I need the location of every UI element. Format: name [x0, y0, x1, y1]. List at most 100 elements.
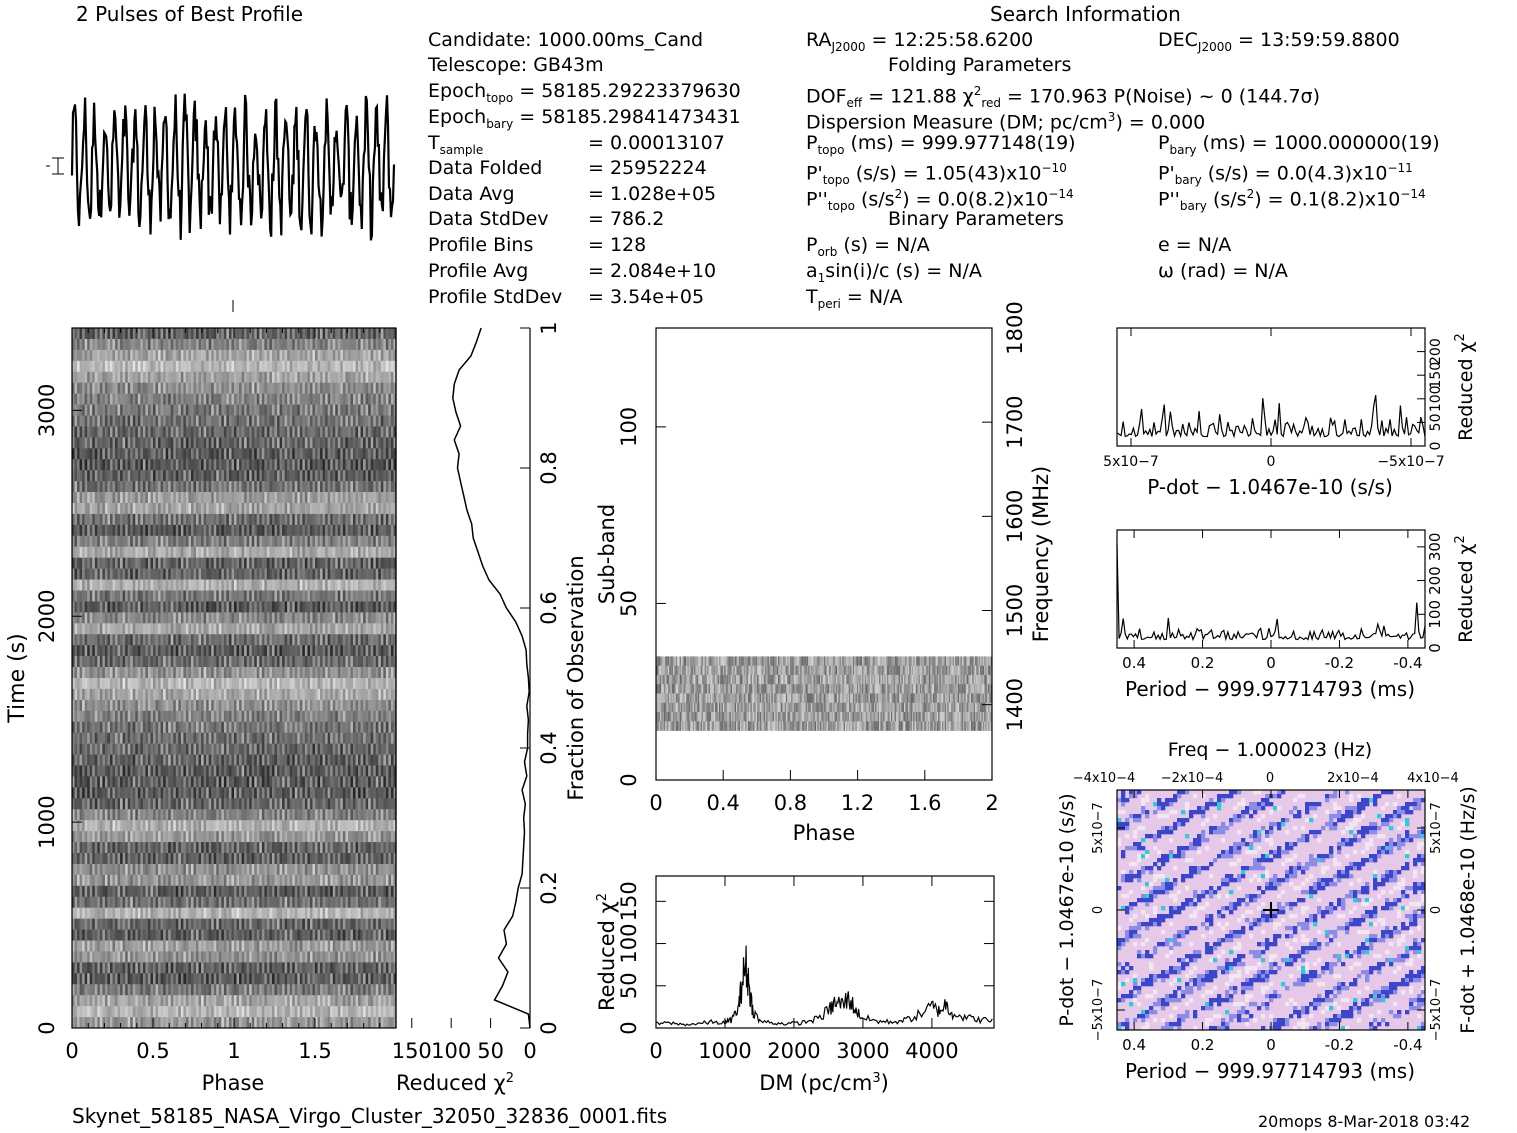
time-phase-cell — [269, 743, 273, 755]
time-phase-cell — [388, 382, 392, 394]
time-phase-cell — [294, 743, 298, 755]
time-phase-cell — [140, 612, 144, 624]
time-phase-cell — [163, 459, 166, 471]
time-phase-cell — [254, 338, 258, 351]
time-phase-cell — [196, 426, 199, 438]
time-phase-cell — [241, 699, 245, 712]
time-phase-cell — [193, 612, 197, 624]
time-phase-cell — [218, 732, 222, 744]
time-phase-cell — [282, 732, 285, 744]
time-phase-cell — [383, 470, 387, 482]
time-phase-cell — [198, 743, 202, 755]
time-phase-cell — [137, 612, 141, 624]
time-phase-cell — [266, 404, 270, 416]
time-phase-cell — [287, 590, 290, 602]
time-phase-cell — [355, 645, 359, 657]
time-phase-cell — [94, 470, 98, 482]
time-phase-cell — [297, 535, 301, 548]
time-phase-cell — [77, 513, 80, 526]
time-phase-cell — [213, 699, 217, 712]
time-phase-cell — [266, 612, 270, 624]
time-phase-cell — [112, 492, 116, 504]
time-phase-cell — [378, 382, 382, 394]
time-phase-cell — [358, 535, 361, 548]
time-phase-cell — [104, 481, 108, 493]
time-phase-cell — [180, 710, 184, 723]
time-phase-cell — [289, 579, 293, 591]
time-phase-cell — [294, 393, 298, 405]
time-phase-cell — [211, 667, 215, 679]
time-phase-cell — [201, 645, 204, 657]
time-phase-cell — [256, 721, 260, 733]
time-phase-cell — [271, 601, 275, 613]
time-phase-cell — [330, 513, 334, 526]
time-phase-cell — [249, 448, 253, 460]
time-phase-cell — [223, 404, 227, 416]
time-phase-cell — [239, 732, 242, 744]
time-phase-cell — [231, 743, 235, 755]
time-phase-cell — [322, 579, 326, 591]
time-phase-cell — [216, 404, 220, 416]
time-phase-cell — [350, 404, 354, 416]
time-phase-cell — [335, 612, 339, 624]
time-phase-cell — [150, 743, 154, 755]
time-phase-cell — [104, 328, 108, 340]
time-phase-cell — [385, 524, 389, 537]
time-phase-cell — [340, 667, 344, 679]
time-phase-cell — [170, 579, 174, 591]
time-phase-cell — [340, 688, 344, 701]
time-phase-cell — [99, 678, 103, 690]
pdtopo-line: P'topo (s/s) = 1.05(43)x10−10 — [806, 161, 1067, 188]
time-phase-cell — [180, 426, 184, 438]
time-phase-cell — [185, 656, 189, 668]
time-phase-cell — [383, 634, 387, 646]
time-phase-cell — [89, 721, 93, 733]
time-phase-cell — [173, 710, 177, 723]
time-phase-cell — [264, 645, 268, 657]
time-phase-cell — [112, 481, 116, 493]
time-phase-cell — [294, 404, 298, 416]
time-phase-cell — [153, 437, 156, 449]
time-phase-cell — [102, 601, 106, 613]
time-phase-cell — [302, 678, 306, 690]
time-phase-cell — [330, 601, 334, 613]
time-phase-cell — [325, 557, 328, 569]
time-phase-cell — [254, 678, 258, 690]
time-phase-cell — [241, 601, 245, 613]
time-phase-cell — [264, 557, 268, 569]
time-phase-cell — [289, 470, 293, 482]
time-phase-cell — [239, 382, 242, 394]
time-phase-cell — [185, 513, 189, 526]
time-phase-cell — [279, 415, 283, 427]
time-phase-cell — [183, 721, 187, 733]
time-phase-cell — [79, 481, 83, 493]
time-phase-cell — [352, 623, 356, 635]
time-phase-cell — [94, 426, 98, 438]
time-phase-cell — [102, 459, 106, 471]
time-phase-cell — [236, 623, 240, 635]
time-phase-cell — [213, 524, 217, 537]
time-phase-cell — [165, 437, 169, 449]
time-phase-cell — [320, 524, 323, 537]
time-phase-cell — [234, 470, 237, 482]
time-phase-cell — [216, 601, 220, 613]
time-phase-cell — [254, 568, 258, 580]
time-phase-cell — [147, 546, 151, 558]
time-phase-cell — [385, 415, 389, 427]
time-phase-cell — [218, 481, 222, 493]
time-phase-cell — [155, 393, 159, 405]
time-phase-cell — [203, 393, 207, 405]
time-phase-cell — [390, 590, 394, 602]
time-phase-cell — [315, 699, 318, 712]
time-phase-cell — [347, 481, 351, 493]
time-phase-cell — [87, 535, 91, 548]
time-phase-cell — [335, 579, 339, 591]
time-phase-cell — [385, 481, 389, 493]
time-phase-cell — [337, 688, 341, 701]
time-phase-cell — [375, 678, 379, 690]
time-phase-cell — [317, 634, 321, 646]
time-phase-cell — [228, 492, 232, 504]
time-phase-cell — [125, 678, 128, 690]
time-phase-cell — [213, 393, 217, 405]
time-phase-cell — [170, 601, 174, 613]
